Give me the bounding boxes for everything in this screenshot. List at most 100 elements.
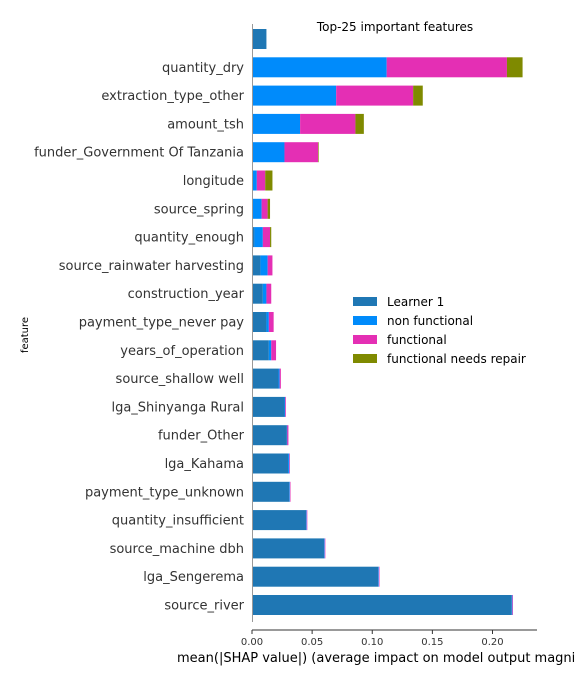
- bar-segment: [268, 312, 274, 332]
- chart-title: Top-25 important features: [316, 20, 473, 34]
- legend-label: Learner 1: [387, 295, 444, 309]
- bar-segment: [306, 510, 308, 531]
- y-tick-label: source_spring: [154, 202, 244, 217]
- bar-segment: [271, 340, 277, 361]
- x-tick-label: 0.20: [481, 637, 503, 648]
- x-axis: 0.00 0.05 0.10 0.15 0.20: [241, 24, 537, 648]
- bar-segment: [278, 368, 280, 389]
- bar-segment: [266, 283, 272, 304]
- bar-segment: [289, 453, 290, 474]
- bar-segment: [378, 566, 379, 587]
- legend-label: functional: [387, 333, 447, 347]
- y-tick-label: source_rainwater harvesting: [59, 259, 244, 274]
- x-axis-label: mean(|SHAP value|) (average impact on mo…: [177, 651, 575, 666]
- bar-segment: [268, 340, 272, 361]
- bar-segment: [284, 396, 286, 417]
- bar-segment: [252, 481, 290, 502]
- bar-segment: [252, 29, 267, 49]
- bar-segment: [267, 255, 273, 276]
- bar-segment: [260, 255, 268, 276]
- bar-segment: [262, 227, 271, 248]
- y-tick-label: funder_Other: [158, 429, 245, 444]
- bar-segment: [279, 368, 281, 389]
- y-tick-label: source_machine dbh: [110, 542, 244, 557]
- y-axis-label: feature: [20, 317, 31, 353]
- bar-segment: [267, 198, 271, 219]
- bar-segment: [252, 113, 301, 134]
- bar-segment: [252, 227, 255, 248]
- bar-segment: [288, 453, 290, 474]
- y-tick-label: lga_Kahama: [165, 457, 244, 472]
- bar-segment: [378, 566, 380, 587]
- legend: Learner 1 non functional functional functio…: [353, 295, 526, 366]
- bar-segment: [336, 85, 414, 106]
- bar-segment: [252, 396, 285, 417]
- bar-segment: [286, 425, 288, 446]
- bar-segment: [252, 198, 262, 219]
- bar-segment: [512, 595, 513, 615]
- bar-segment: [252, 85, 337, 106]
- bar-segment: [318, 142, 319, 163]
- bar-segment: [300, 113, 356, 134]
- bar-segment: [270, 227, 272, 248]
- bar-segment: [252, 595, 512, 615]
- y-tick-labels: quantity_dry extraction_type_other amount_…: [34, 61, 245, 614]
- x-tick-label: 0.15: [421, 637, 443, 648]
- bar-segment: [284, 142, 319, 163]
- x-tick-label: 0.05: [301, 637, 323, 648]
- y-tick-label: lga_Sengerema: [143, 570, 244, 585]
- bar-segment: [252, 566, 379, 587]
- bar-segment: [511, 595, 513, 615]
- bar-segment: [289, 481, 290, 502]
- bar-segment: [324, 538, 326, 559]
- bar-segment: [413, 85, 423, 106]
- bar-segment: [252, 340, 269, 361]
- x-tick-label: 0.10: [361, 637, 383, 648]
- bar-segment: [265, 170, 273, 191]
- y-tick-label: quantity_enough: [134, 231, 244, 246]
- legend-swatch: [353, 335, 377, 344]
- legend-swatch: [353, 316, 377, 325]
- y-tick-label: source_river: [164, 599, 244, 614]
- bar-segment: [287, 425, 289, 446]
- bar-segment: [262, 283, 267, 304]
- legend-label: functional needs repair: [387, 352, 526, 366]
- bar-segment: [252, 142, 285, 163]
- bar-segment: [252, 510, 307, 531]
- x-tick-label: 0.00: [241, 637, 263, 648]
- y-tick-label: lga_Shinyanga Rural: [111, 400, 244, 415]
- y-tick-label: funder_Government Of Tanzania: [34, 146, 244, 161]
- bar-segment: [289, 481, 291, 502]
- bar-segment: [256, 170, 266, 191]
- y-tick-label: longitude: [183, 174, 244, 189]
- bar-segment: [386, 57, 507, 78]
- y-tick-label: quantity_dry: [162, 61, 244, 76]
- bar-segment: [324, 538, 325, 559]
- y-tick-label: construction_year: [128, 287, 245, 302]
- bar-segment: [252, 312, 267, 332]
- y-tick-label: payment_type_unknown: [85, 485, 244, 500]
- y-tick-label: extraction_type_other: [101, 89, 244, 104]
- bar-segment: [254, 227, 263, 248]
- bars-group: [252, 29, 523, 615]
- bar-segment: [261, 198, 268, 219]
- bar-segment: [266, 312, 269, 332]
- bar-segment: [252, 538, 325, 559]
- bar-segment: [252, 57, 387, 78]
- bar-segment: [306, 510, 307, 531]
- y-tick-label: quantity_insufficient: [112, 514, 244, 529]
- y-tick-label: source_shallow well: [116, 372, 244, 387]
- bar-segment: [252, 255, 261, 276]
- legend-label: non functional: [387, 314, 473, 328]
- y-tick-label: amount_tsh: [167, 117, 244, 132]
- y-tick-label: years_of_operation: [120, 344, 244, 359]
- y-tick-label: payment_type_never pay: [79, 316, 245, 331]
- bar-segment: [252, 425, 287, 446]
- bar-segment: [355, 113, 364, 134]
- bar-segment: [252, 453, 289, 474]
- bar-segment: [252, 170, 257, 191]
- legend-swatch: [353, 297, 377, 306]
- bar-segment: [506, 57, 523, 78]
